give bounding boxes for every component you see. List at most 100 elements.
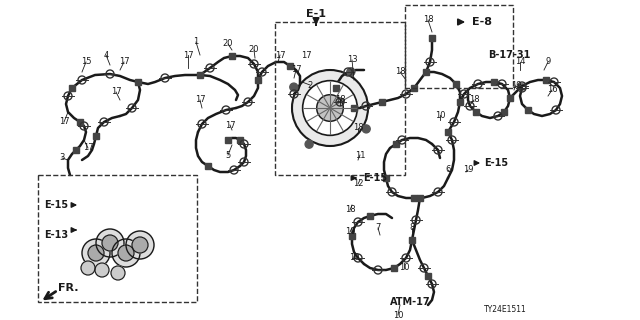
Text: 10: 10 — [349, 253, 359, 262]
Text: 16: 16 — [547, 85, 557, 94]
Bar — [275, 22, 405, 175]
Bar — [445, 129, 451, 135]
Bar — [379, 99, 385, 105]
Text: 18: 18 — [335, 95, 346, 105]
Text: 17: 17 — [275, 51, 285, 60]
Bar — [225, 137, 231, 143]
Text: 20: 20 — [249, 45, 259, 54]
Text: 12: 12 — [353, 180, 364, 188]
Text: 4: 4 — [104, 51, 109, 60]
Text: 17: 17 — [111, 87, 122, 97]
Text: 17: 17 — [291, 66, 301, 75]
Bar — [425, 273, 431, 279]
Text: 17: 17 — [225, 121, 236, 130]
Text: E-15: E-15 — [44, 200, 68, 210]
Circle shape — [82, 239, 110, 267]
Circle shape — [81, 261, 95, 275]
Bar — [73, 147, 79, 153]
Text: E-15: E-15 — [484, 158, 508, 168]
Text: 19: 19 — [511, 81, 521, 90]
Circle shape — [102, 235, 118, 251]
Text: 19: 19 — [463, 165, 473, 174]
Text: 10: 10 — [393, 310, 403, 319]
Text: TY24E1511: TY24E1511 — [484, 306, 527, 315]
Text: 17: 17 — [118, 58, 129, 67]
Bar — [453, 81, 459, 87]
Text: 18: 18 — [345, 205, 355, 214]
Text: E-15: E-15 — [363, 173, 387, 183]
Bar — [491, 79, 497, 85]
Text: 17: 17 — [195, 95, 205, 105]
Bar — [429, 35, 435, 41]
Bar — [229, 53, 235, 59]
Circle shape — [292, 70, 368, 146]
Text: ATM-17: ATM-17 — [390, 297, 431, 307]
Text: 6: 6 — [445, 165, 451, 174]
Text: 17: 17 — [301, 51, 311, 60]
Bar — [333, 85, 339, 91]
Text: E-8: E-8 — [472, 17, 492, 27]
Text: 3: 3 — [60, 154, 65, 163]
Bar — [507, 95, 513, 101]
Bar — [473, 109, 479, 115]
Text: 17: 17 — [182, 51, 193, 60]
Bar — [501, 109, 507, 115]
Text: 2: 2 — [307, 81, 312, 90]
Bar — [525, 107, 531, 113]
Bar — [391, 265, 397, 271]
Bar — [255, 77, 261, 83]
Circle shape — [96, 229, 124, 257]
Bar — [411, 85, 417, 91]
Bar — [457, 99, 463, 105]
Bar — [393, 141, 399, 147]
Circle shape — [111, 266, 125, 280]
Bar — [287, 63, 293, 69]
Text: 18: 18 — [422, 15, 433, 25]
Circle shape — [132, 237, 148, 253]
Bar — [38, 175, 197, 302]
Circle shape — [118, 245, 134, 261]
Text: 15: 15 — [81, 58, 92, 67]
Bar — [417, 195, 423, 201]
Text: 1: 1 — [193, 37, 198, 46]
Bar — [367, 213, 373, 219]
Text: E-1: E-1 — [306, 9, 326, 19]
Text: B-17-31: B-17-31 — [488, 50, 531, 60]
Bar — [93, 133, 99, 139]
Text: 18: 18 — [395, 68, 405, 76]
Circle shape — [305, 140, 313, 148]
Circle shape — [362, 125, 370, 133]
Bar — [383, 175, 389, 181]
Bar — [543, 77, 549, 83]
Circle shape — [290, 83, 298, 91]
Bar — [351, 105, 357, 111]
Text: FR.: FR. — [58, 283, 79, 293]
Bar — [69, 85, 75, 91]
Bar — [197, 72, 203, 78]
Bar — [349, 233, 355, 239]
Text: 9: 9 — [545, 58, 550, 67]
Bar — [409, 237, 415, 243]
Text: 20: 20 — [223, 39, 233, 49]
Bar — [423, 69, 429, 75]
Circle shape — [95, 263, 109, 277]
Circle shape — [303, 81, 357, 135]
Text: 7: 7 — [375, 223, 381, 233]
Text: 17: 17 — [83, 143, 93, 153]
Text: 18: 18 — [468, 95, 479, 105]
Bar — [77, 119, 83, 125]
Text: 17: 17 — [59, 117, 69, 126]
Circle shape — [317, 95, 343, 121]
Text: 14: 14 — [515, 58, 525, 67]
Text: 13: 13 — [347, 55, 357, 65]
Circle shape — [347, 68, 355, 76]
Circle shape — [126, 231, 154, 259]
Text: 18: 18 — [353, 124, 364, 132]
Text: 8: 8 — [410, 223, 415, 233]
Text: E-13: E-13 — [44, 230, 68, 240]
Text: 10: 10 — [435, 110, 445, 119]
Bar — [411, 195, 417, 201]
Circle shape — [112, 239, 140, 267]
Text: 11: 11 — [355, 150, 365, 159]
Bar — [135, 79, 141, 85]
